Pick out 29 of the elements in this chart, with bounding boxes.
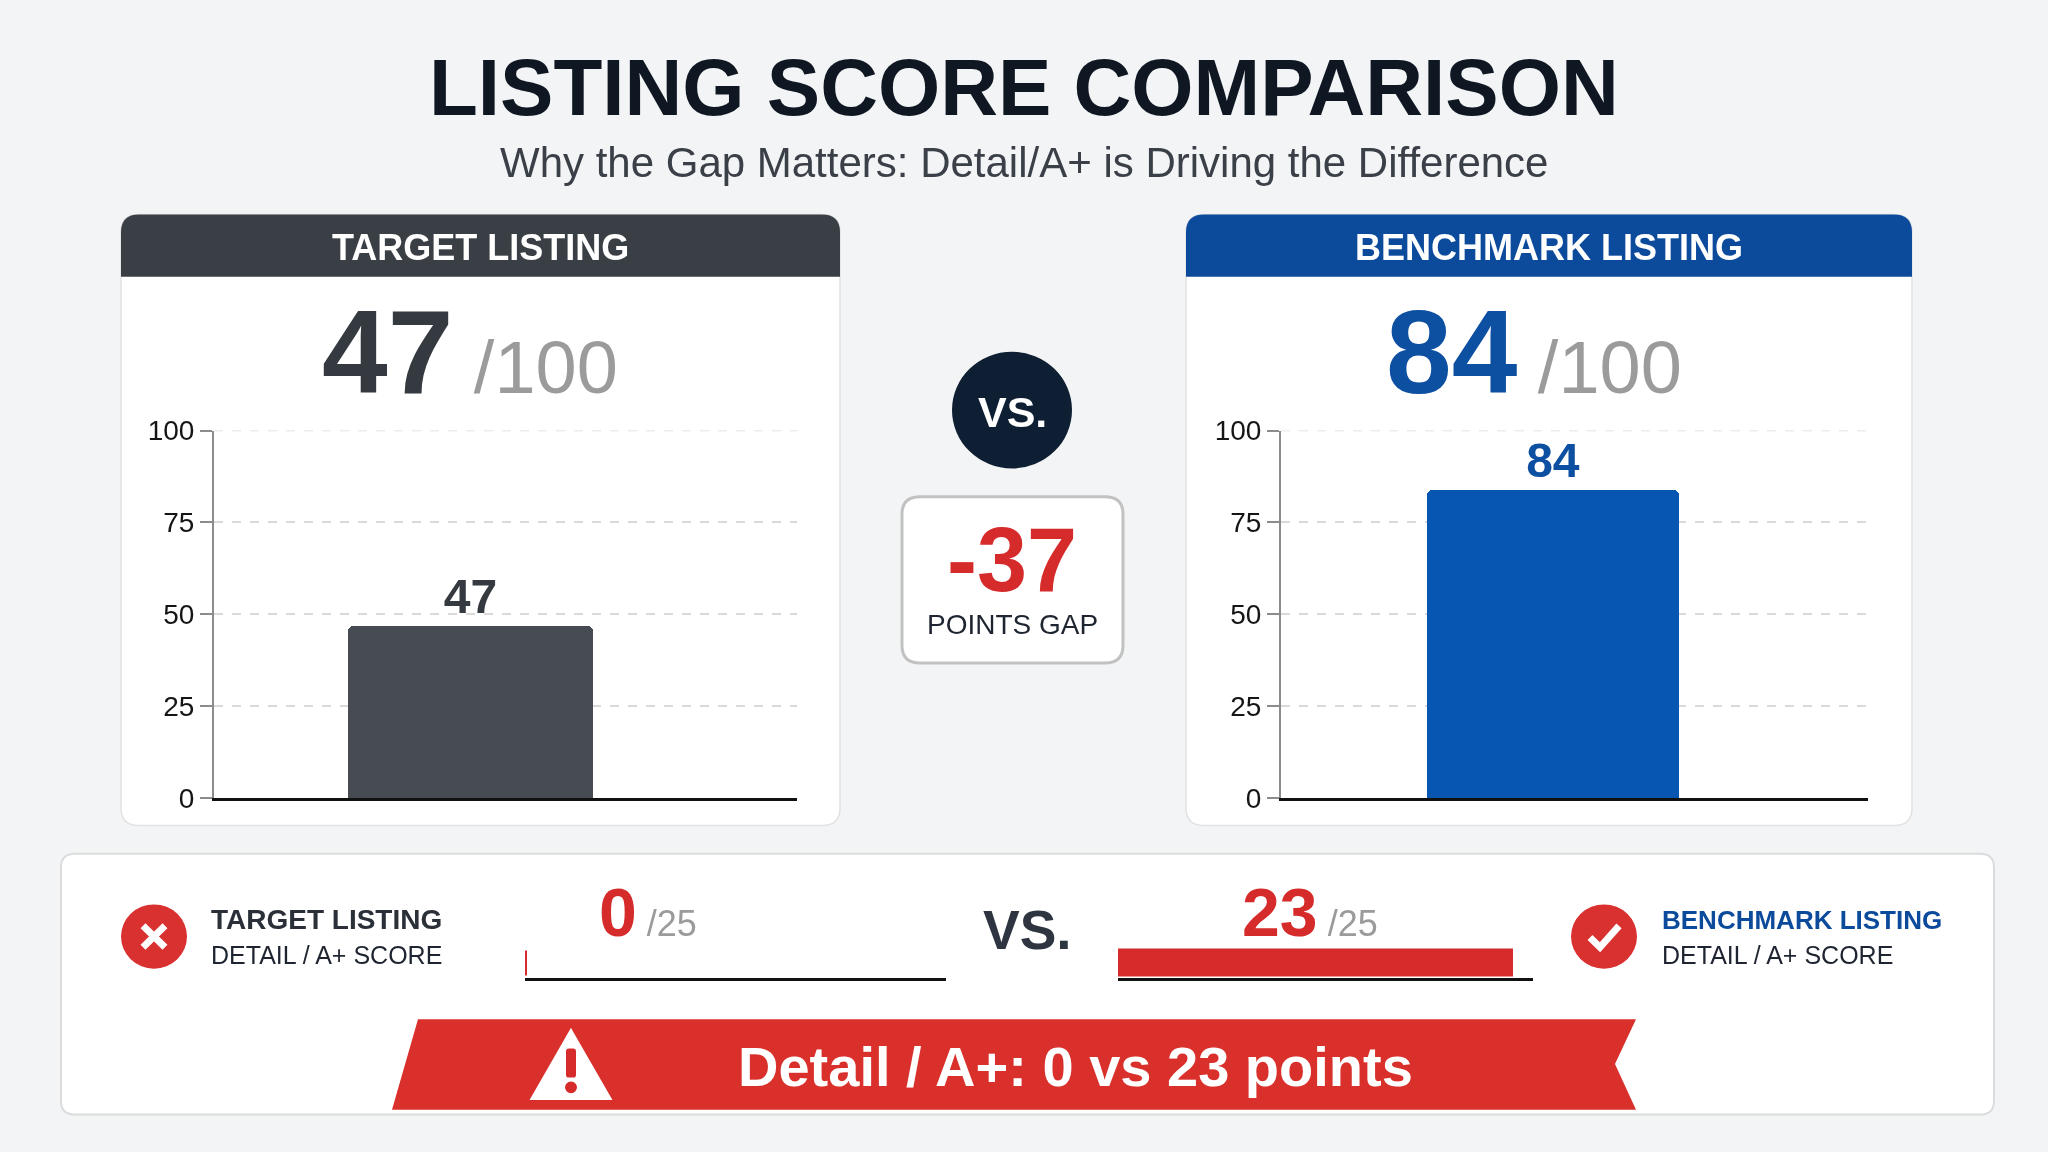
text: 47/100 xyxy=(322,286,618,418)
data-label: 23/25 xyxy=(1242,874,1378,950)
text: VS. xyxy=(983,899,1072,961)
y-tick-label: 75 xyxy=(1230,507,1262,539)
data-label: 84 xyxy=(1526,433,1580,487)
text: -37 xyxy=(947,510,1078,610)
chart-title: TARGET LISTING xyxy=(332,227,630,268)
text: 84/100 xyxy=(1386,286,1682,418)
y-tick-label: 50 xyxy=(1230,599,1262,631)
text: VS. xyxy=(978,388,1048,436)
text: POINTS GAP xyxy=(927,609,1099,640)
y-tick-label: 0 xyxy=(1245,783,1262,815)
text: DETAIL / A+ SCORE xyxy=(211,941,443,969)
y-tick-label: 25 xyxy=(163,691,195,723)
text: BENCHMARK LISTING xyxy=(1662,905,1943,935)
y-tick-label: 75 xyxy=(163,507,195,539)
text: Why the Gap Matters: Detail/A+ is Driving the Difference xyxy=(500,139,1549,186)
y-tick-label: 100 xyxy=(1214,415,1262,447)
data-label: 0/25 xyxy=(599,874,697,950)
text: Detail / A+: 0 vs 23 points xyxy=(738,1035,1413,1098)
data-label: 47 xyxy=(443,569,498,623)
y-tick-label: 50 xyxy=(163,599,195,631)
y-tick-label: 0 xyxy=(178,783,195,815)
chart-title: BENCHMARK LISTING xyxy=(1355,227,1743,268)
text: DETAIL / A+ SCORE xyxy=(1662,941,1894,969)
text: LISTING SCORE COMPARISON xyxy=(429,43,1619,132)
y-tick-label: 100 xyxy=(147,415,195,447)
text: TARGET LISTING xyxy=(211,904,443,935)
y-tick-label: 25 xyxy=(1230,691,1262,723)
